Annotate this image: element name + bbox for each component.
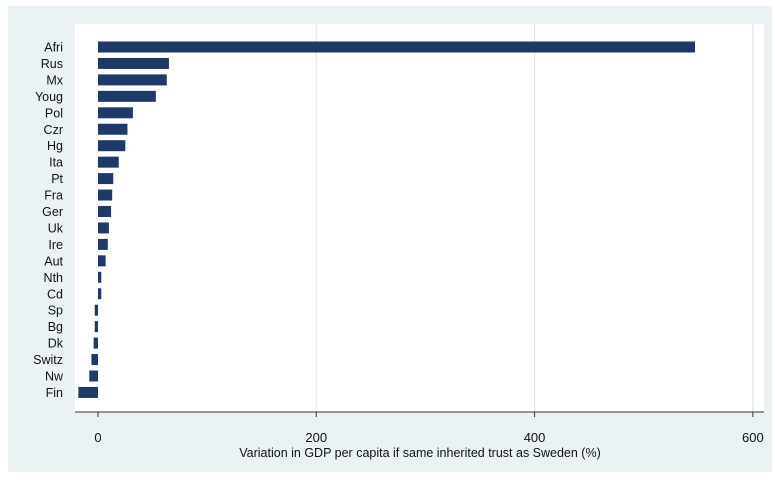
bar-fin (78, 386, 98, 398)
x-tick-label: 600 (742, 430, 764, 445)
category-label: Fin (46, 386, 63, 400)
category-label: Youg (35, 90, 63, 104)
category-label: Cd (47, 287, 63, 301)
category-label: Dk (48, 337, 64, 351)
bar-bg (94, 321, 98, 333)
bar-mx (98, 74, 167, 86)
category-label: Switz (33, 353, 63, 367)
category-label: Hg (47, 139, 63, 153)
x-axis-title: Variation in GDP per capita if same inhe… (239, 446, 601, 460)
bar-pt (98, 173, 114, 185)
category-label: Afri (44, 41, 63, 55)
bar-rus (98, 57, 169, 69)
bar-aut (98, 255, 106, 267)
bar-fra (98, 189, 113, 201)
category-label: Bg (48, 320, 63, 334)
category-label: Ger (42, 205, 63, 219)
bar-uk (98, 222, 109, 234)
category-label: Rus (41, 57, 63, 71)
category-label: Czr (44, 123, 63, 137)
bar-afri (98, 41, 695, 53)
bar-cd (98, 288, 102, 300)
category-label: Aut (44, 254, 63, 268)
bar-dk (93, 337, 98, 349)
bar-switz (91, 354, 98, 366)
x-axis: 0 200 400 600 (75, 411, 764, 445)
bar-pol (98, 107, 133, 119)
x-tick-label: 0 (94, 430, 101, 445)
grid-lines (315, 24, 754, 412)
category-label: Ire (48, 238, 63, 252)
x-tick-label: 200 (305, 430, 327, 445)
bar-ire (98, 238, 108, 250)
category-labels: Afri Rus Mx Youg Pol Czr Hg Ita Pt Fra Ger Uk Ire Aut… (33, 41, 64, 400)
category-label: Ita (49, 156, 63, 170)
bar-youg (98, 90, 156, 102)
bar-nth (98, 271, 102, 283)
plot-area (75, 24, 764, 412)
category-label: Nw (45, 370, 64, 384)
category-label: Pt (51, 172, 63, 186)
bars (78, 41, 695, 398)
bar-nw (89, 370, 98, 382)
category-label: Fra (44, 189, 63, 203)
category-label: Nth (44, 271, 64, 285)
bar-hg (98, 140, 126, 152)
category-label: Uk (48, 221, 64, 235)
bar-sp (94, 304, 98, 316)
x-tick-label: 400 (524, 430, 546, 445)
bar-czr (98, 123, 128, 135)
bar-ita (98, 156, 119, 168)
category-label: Mx (46, 73, 63, 87)
category-label: Pol (45, 106, 63, 120)
bar-ger (98, 206, 112, 217)
category-label: Sp (48, 304, 63, 318)
